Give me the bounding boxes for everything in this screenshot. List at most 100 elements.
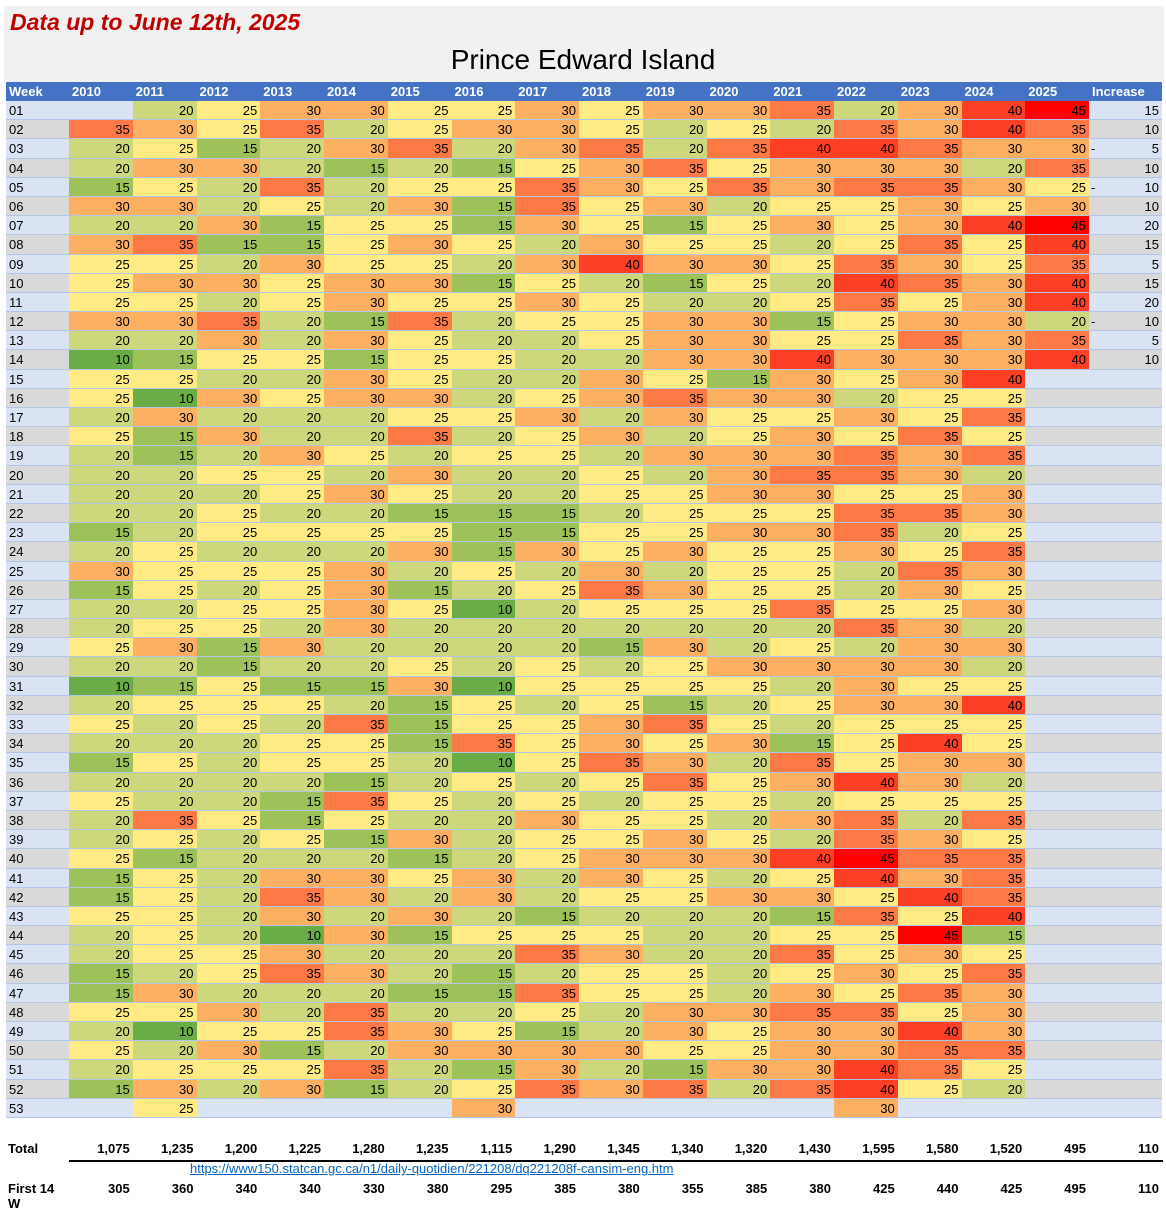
week-label: 47: [6, 983, 69, 1003]
table-cell: [1025, 810, 1089, 831]
table-cell: 25: [132, 1060, 197, 1080]
table-cell: 20: [451, 810, 516, 831]
table-cell: 25: [961, 1060, 1026, 1080]
table-cell: 20: [260, 657, 324, 677]
column-header-2015[interactable]: 2015: [387, 82, 452, 101]
table-cell: [1025, 791, 1089, 811]
column-header-2022[interactable]: 2022: [834, 82, 898, 101]
negative-sign: -: [1091, 141, 1096, 157]
table-cell: 25: [196, 619, 261, 639]
table-cell: 20: [260, 503, 324, 524]
column-header-2012[interactable]: 2012: [196, 82, 261, 101]
table-cell: 20: [69, 657, 133, 677]
table-cell: [1025, 523, 1089, 543]
table-cell: 15: [324, 772, 388, 792]
table-cell: 20: [451, 369, 516, 389]
table-cell: 20: [387, 619, 452, 639]
increase-cell: [1089, 791, 1162, 811]
column-header-2023[interactable]: 2023: [897, 82, 962, 101]
table-cell: 30: [515, 139, 579, 159]
table-cell: 35: [897, 561, 962, 581]
column-header-2021[interactable]: 2021: [770, 82, 834, 101]
table-cell: 15: [260, 791, 324, 811]
table-cell: 20: [324, 542, 388, 562]
table-cell: 25: [834, 369, 898, 389]
table-cell: 20: [579, 619, 643, 639]
column-header-2016[interactable]: 2016: [451, 82, 516, 101]
increase-value: 10: [1144, 198, 1159, 214]
table-cell: 30: [834, 158, 898, 178]
table-cell: 30: [770, 427, 834, 447]
table-cell: 20: [69, 810, 133, 831]
table-cell: 25: [961, 945, 1026, 965]
table-cell: 20: [706, 695, 771, 715]
table-cell: 35: [961, 810, 1026, 831]
table-cell: 45: [897, 926, 962, 946]
statcan-source-link[interactable]: https://www150.statcan.gc.ca/n1/daily-qu…: [190, 1161, 674, 1176]
column-header-increase[interactable]: Increase: [1089, 82, 1162, 101]
table-cell: 20: [132, 772, 197, 792]
increase-cell: [1089, 1060, 1162, 1080]
table-cell: 15: [69, 868, 133, 888]
table-cell: 20: [834, 580, 898, 600]
table-cell: 25: [387, 177, 452, 197]
table-cell: 30: [324, 101, 388, 121]
column-header-week[interactable]: Week: [6, 82, 69, 101]
table-cell: 30: [897, 446, 962, 466]
column-header-2020[interactable]: 2020: [706, 82, 771, 101]
week-label: 51: [6, 1060, 69, 1080]
table-cell: 30: [196, 331, 261, 351]
table-cell: 25: [387, 523, 452, 543]
table-cell: 30: [897, 619, 962, 639]
table-cell: 30: [642, 312, 707, 332]
table-cell: 30: [770, 657, 834, 677]
table-cell: [1025, 887, 1089, 907]
column-header-2017[interactable]: 2017: [515, 82, 579, 101]
table-cell: 15: [69, 1079, 133, 1099]
table-cell: 40: [897, 734, 962, 754]
column-header-2011[interactable]: 2011: [132, 82, 197, 101]
column-header-2019[interactable]: 2019: [642, 82, 707, 101]
first14-value: 110: [1138, 1181, 1159, 1196]
column-header-2014[interactable]: 2014: [324, 82, 388, 101]
table-cell: 20: [196, 369, 261, 389]
table-cell: 30: [706, 1060, 771, 1080]
table-cell: 30: [579, 158, 643, 178]
table-cell: 15: [387, 926, 452, 946]
first14-value: 305: [108, 1181, 130, 1196]
column-header-2013[interactable]: 2013: [260, 82, 324, 101]
table-cell: 10: [451, 599, 516, 620]
table-cell: 30: [897, 254, 962, 274]
table-cell: 35: [706, 139, 771, 159]
week-label: 05: [6, 177, 69, 197]
increase-cell: [1089, 715, 1162, 735]
table-cell: 25: [579, 810, 643, 831]
column-header-2010[interactable]: 2010: [69, 82, 133, 101]
column-header-2024[interactable]: 2024: [961, 82, 1026, 101]
table-cell: 25: [706, 715, 771, 735]
table-cell: 30: [451, 120, 516, 140]
table-cell: 30: [897, 830, 962, 850]
table-cell: 25: [642, 734, 707, 754]
table-cell: 20: [642, 619, 707, 639]
table-cell: 40: [961, 906, 1026, 927]
table-cell: 25: [961, 791, 1026, 811]
table-cell: 20: [132, 216, 197, 236]
table-cell: 25: [897, 791, 962, 811]
table-cell: 25: [961, 580, 1026, 600]
table-cell: 30: [324, 580, 388, 600]
table-cell: 25: [834, 715, 898, 735]
table-cell: 25: [579, 484, 643, 504]
table-cell: 20: [132, 465, 197, 485]
table-cell: 15: [132, 676, 197, 696]
column-header-2018[interactable]: 2018: [579, 82, 643, 101]
week-label: 26: [6, 580, 69, 600]
table-cell: 25: [132, 945, 197, 965]
week-label: 03: [6, 139, 69, 159]
table-cell: 40: [1025, 273, 1089, 293]
table-cell: 25: [196, 465, 261, 485]
table-cell: 25: [387, 254, 452, 274]
column-header-2025[interactable]: 2025: [1025, 82, 1089, 101]
table-cell: 25: [387, 484, 452, 504]
table-cell: 30: [260, 906, 324, 927]
